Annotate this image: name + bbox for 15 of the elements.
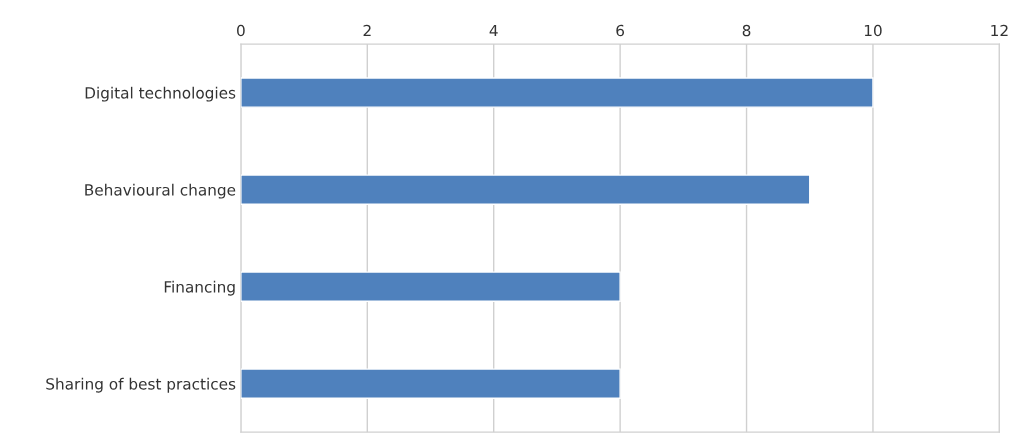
bar	[240, 271, 621, 302]
x-tick-label: 12	[991, 24, 1008, 37]
bar	[240, 77, 874, 108]
x-tick-label: 0	[237, 24, 245, 37]
y-tick-label: Behavioural change	[85, 183, 236, 199]
x-tick-label: 10	[864, 24, 882, 37]
x-tick-label: 8	[742, 24, 751, 37]
bar	[240, 368, 621, 399]
x-tick-label: 4	[489, 24, 498, 37]
y-tick-label: Sharing of best practices	[46, 377, 236, 393]
y-tick-label: Digital technologies	[85, 86, 236, 102]
bar	[240, 174, 811, 205]
y-tick-label: Financing	[164, 280, 235, 296]
x-tick-label: 6	[616, 24, 625, 37]
x-tick-label: 2	[363, 24, 371, 37]
